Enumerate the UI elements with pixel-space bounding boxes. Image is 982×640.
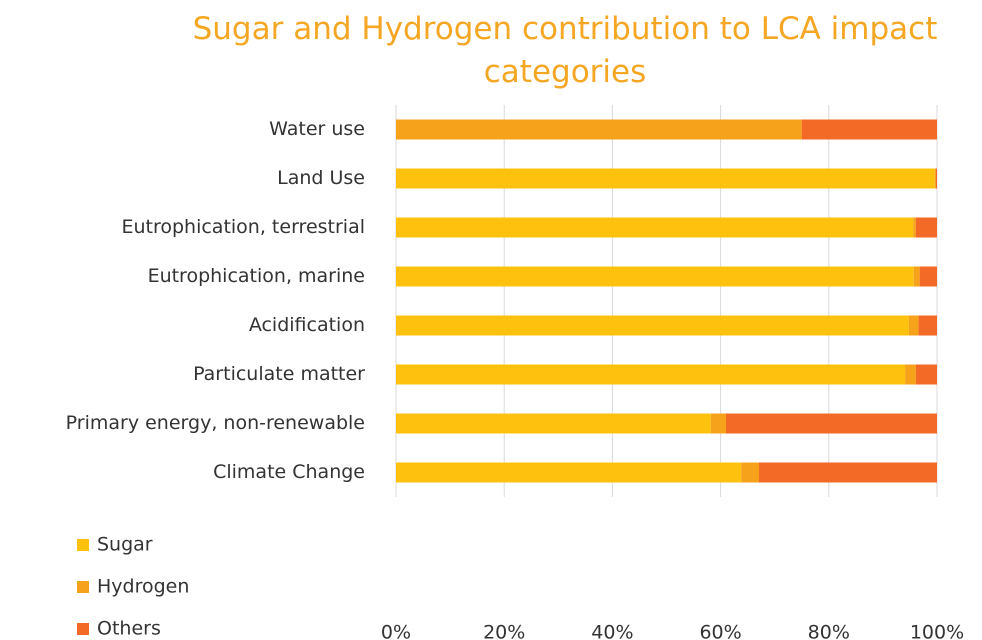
y-tick-label: Climate Change [213,461,365,483]
y-tick-label: Eutrophication, terrestrial [121,216,365,238]
bar-segment [908,315,919,336]
chart-title: Sugar and Hydrogen contribution to LCA i… [192,11,938,90]
y-tick-label: Primary energy, non-renewable [66,412,365,434]
bar-segment [919,266,937,287]
bar-segment [396,168,935,189]
bar-segment [726,413,937,434]
y-tick-label: Particulate matter [193,363,365,385]
bar-segment [913,217,916,238]
legend-label: Sugar [97,534,153,556]
bar-segment [934,168,936,189]
bar-segment [915,364,937,385]
x-tick-label: 100% [910,622,964,640]
bar-segment [396,462,742,483]
bar-segment [918,315,937,336]
bar-segment [801,119,937,140]
bar-segment [396,217,914,238]
y-tick-label: Eutrophication, marine [148,265,365,287]
bar-segment [741,462,760,483]
legend-swatch [77,581,89,593]
bar-segment [396,119,802,140]
y-tick-label: Acidification [249,314,365,336]
bar-segment [935,168,937,189]
bar-segment [759,462,937,483]
legend-label: Hydrogen [97,576,189,598]
y-tick-label: Water use [269,118,365,140]
x-tick-label: 40% [591,622,633,640]
bar-segment [710,413,727,434]
x-tick-label: 60% [699,622,741,640]
legend-swatch [77,539,89,551]
bar-segment [396,266,914,287]
x-tick-label: 80% [808,622,850,640]
bar-segment [396,413,711,434]
x-tick-label: 20% [483,622,525,640]
legend-label: Others [97,618,161,640]
bar-segment [396,364,906,385]
bar-segment [913,266,920,287]
bar-segment [905,364,916,385]
x-tick-label: 0% [381,622,411,640]
bar-segment [915,217,937,238]
legend-swatch [77,623,89,635]
y-tick-label: Land Use [277,167,365,189]
bar-segment [396,315,909,336]
